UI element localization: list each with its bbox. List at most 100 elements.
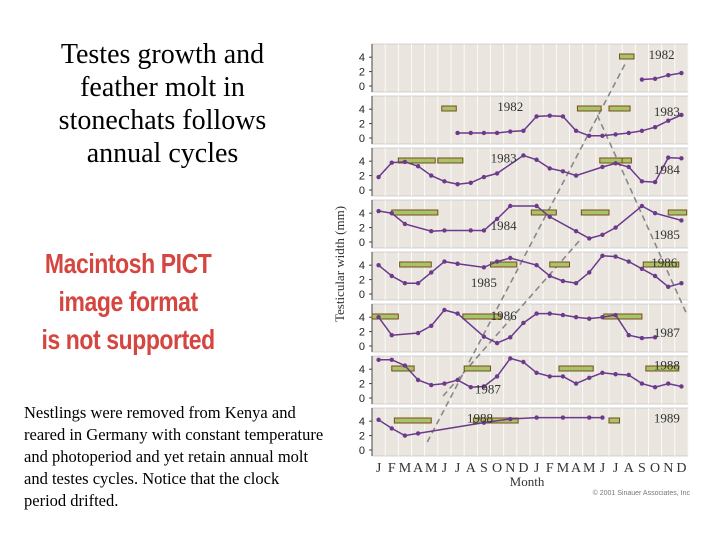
testes-width-point <box>573 381 579 386</box>
testes-width-line <box>378 205 682 240</box>
trend-line <box>592 105 688 315</box>
testes-width-point <box>613 161 618 166</box>
y-tick-label: 0 <box>359 341 365 353</box>
y-tick-label: 4 <box>359 104 365 116</box>
testes-width-point <box>376 315 381 320</box>
y-tick-label: 2 <box>359 67 365 79</box>
chart-panels: 0 2 4 0 2 4 0 2 4 0 2 4 0 2 4 0 2 4 0 2 4 0 2 4 <box>359 43 689 457</box>
x-tick-label: F <box>546 461 554 476</box>
testes-width-point <box>652 179 658 185</box>
testes-width-point <box>508 416 513 422</box>
testes-width-point <box>468 130 473 136</box>
testes-width-point <box>429 229 434 234</box>
testes-width-point <box>679 384 684 389</box>
y-tick-label: 2 <box>359 171 365 183</box>
testes-width-point <box>415 330 421 336</box>
testes-width-point <box>600 415 605 420</box>
x-tick-label: F <box>388 461 396 476</box>
testes-width-point <box>560 374 566 379</box>
y-tick-label: 4 <box>359 156 365 168</box>
testes-width-point <box>600 133 605 139</box>
testes-width-point <box>402 159 408 165</box>
testes-width-point <box>494 130 500 136</box>
testes-width-point <box>389 160 394 165</box>
year-label: 1982 <box>649 47 675 62</box>
testes-width-point <box>666 381 671 386</box>
testes-width-point <box>600 232 605 237</box>
y-tick-label: 2 <box>359 223 365 235</box>
x-tick-label: O <box>492 461 502 476</box>
testes-width-point <box>508 335 513 340</box>
molt-bar <box>463 365 492 372</box>
x-tick-label: S <box>638 461 646 476</box>
testes-width-point <box>481 334 487 339</box>
testes-width-point <box>494 171 500 176</box>
testes-width-line <box>378 357 682 388</box>
x-tick-label: M <box>557 461 570 476</box>
testes-width-point <box>652 125 658 130</box>
testes-width-point <box>626 333 631 338</box>
testes-width-point <box>534 263 539 268</box>
testes-width-line <box>378 154 682 185</box>
y-tick-label: 4 <box>359 416 365 428</box>
credit-text: © 2001 Sinauer Associates, Inc <box>593 489 691 497</box>
testes-width-point <box>429 382 434 388</box>
testes-width-point <box>455 182 460 187</box>
testes-width-point <box>389 211 394 216</box>
molt-bar <box>371 313 399 320</box>
molt-bar <box>391 209 439 216</box>
testes-width-point <box>626 130 631 136</box>
testes-width-point <box>573 128 579 133</box>
testes-width-point <box>560 114 566 119</box>
y-tick-label: 0 <box>359 289 365 301</box>
testes-width-point <box>613 312 618 318</box>
testes-width-point <box>455 311 460 316</box>
x-tick-label: S <box>480 461 488 476</box>
testes-width-point <box>573 173 579 178</box>
y-tick-label: 4 <box>359 208 365 220</box>
testes-width-line <box>641 72 682 81</box>
testes-width-point <box>547 273 552 279</box>
testes-width-point <box>639 266 645 271</box>
testes-width-point <box>534 311 539 316</box>
y-tick-label: 2 <box>359 327 365 339</box>
testes-width-point <box>613 225 618 230</box>
x-tick-label: D <box>518 461 528 476</box>
x-tick-label: A <box>624 461 635 476</box>
testes-width-point <box>639 128 645 133</box>
testes-width-point <box>415 164 421 169</box>
testes-width-point <box>429 323 434 329</box>
testes-width-point <box>679 156 684 161</box>
year-label: 1986 <box>651 255 678 270</box>
testes-width-point <box>442 259 447 264</box>
y-axis-label: Testicular width (mm) <box>332 206 347 322</box>
year-label: 1983 <box>491 150 517 165</box>
y-tick-label: 0 <box>359 237 365 249</box>
molt-bar <box>608 417 621 424</box>
y-tick-label: 4 <box>359 260 365 272</box>
testes-width-point <box>508 356 513 361</box>
testes-width-point <box>481 228 487 233</box>
year-label: 1983 <box>654 104 680 119</box>
molt-bar <box>580 209 610 216</box>
testes-width-point <box>560 278 566 284</box>
testes-width-point <box>666 284 671 289</box>
testes-width-point <box>468 180 473 185</box>
testes-width-point <box>534 114 539 119</box>
x-tick-label: N <box>663 461 673 476</box>
testes-width-point <box>560 415 566 420</box>
testes-width-point <box>521 320 526 326</box>
testes-width-point <box>639 179 645 184</box>
testes-width-point <box>547 374 552 379</box>
testes-width-point <box>442 307 447 313</box>
x-tick-label: A <box>466 461 477 476</box>
testes-width-point <box>481 130 487 136</box>
molt-bar <box>437 157 464 164</box>
year-label: 1987 <box>475 381 502 396</box>
molt-bar <box>391 365 415 372</box>
molt-bar <box>621 157 632 164</box>
year-label: 1985 <box>654 227 680 242</box>
testes-width-point <box>587 133 592 139</box>
testes-width-point <box>547 113 552 118</box>
